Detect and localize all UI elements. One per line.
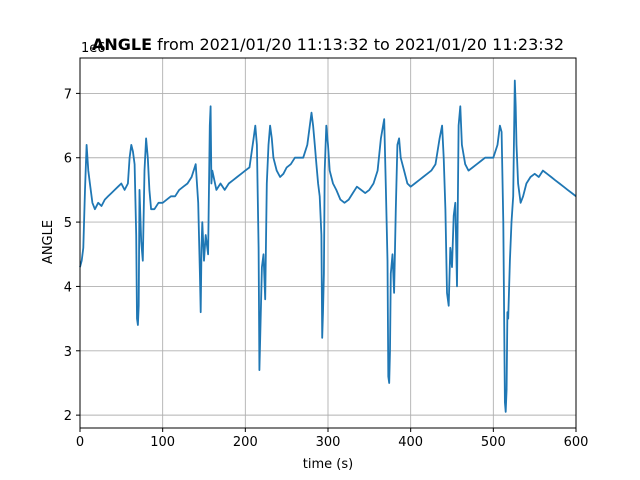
x-axis-label: time (s) bbox=[303, 457, 353, 472]
y-tick-label: 3 bbox=[64, 345, 72, 360]
chart-title-bold: ANGLE bbox=[92, 35, 152, 54]
y-axis-label: ANGLE bbox=[41, 220, 56, 264]
chart-title-rest: from 2021/01/20 11:13:32 to 2021/01/20 1… bbox=[152, 35, 564, 54]
chart-title: ANGLE from 2021/01/20 11:13:32 to 2021/0… bbox=[92, 35, 564, 54]
y-offset-label: 1e6 bbox=[81, 41, 106, 56]
x-tick-label: 300 bbox=[316, 435, 341, 450]
x-tick-label: 400 bbox=[398, 435, 423, 450]
y-tick-label: 4 bbox=[64, 280, 72, 295]
y-tick-label: 2 bbox=[64, 409, 72, 424]
x-tick-label: 600 bbox=[564, 435, 589, 450]
y-tick-label: 5 bbox=[64, 216, 72, 231]
series-layer bbox=[79, 79, 577, 413]
y-axis-ticks: 2 3 4 5 6 7 bbox=[64, 87, 80, 424]
y-tick-label: 7 bbox=[64, 87, 72, 102]
x-axis-ticks: 0 100 200 300 400 500 600 bbox=[76, 428, 589, 450]
x-tick-label: 200 bbox=[233, 435, 258, 450]
x-tick-label: 500 bbox=[481, 435, 506, 450]
x-tick-label: 100 bbox=[150, 435, 175, 450]
grid-lines bbox=[79, 58, 577, 428]
x-tick-label: 0 bbox=[76, 435, 84, 450]
y-tick-label: 6 bbox=[64, 152, 72, 167]
series-line bbox=[79, 79, 577, 413]
